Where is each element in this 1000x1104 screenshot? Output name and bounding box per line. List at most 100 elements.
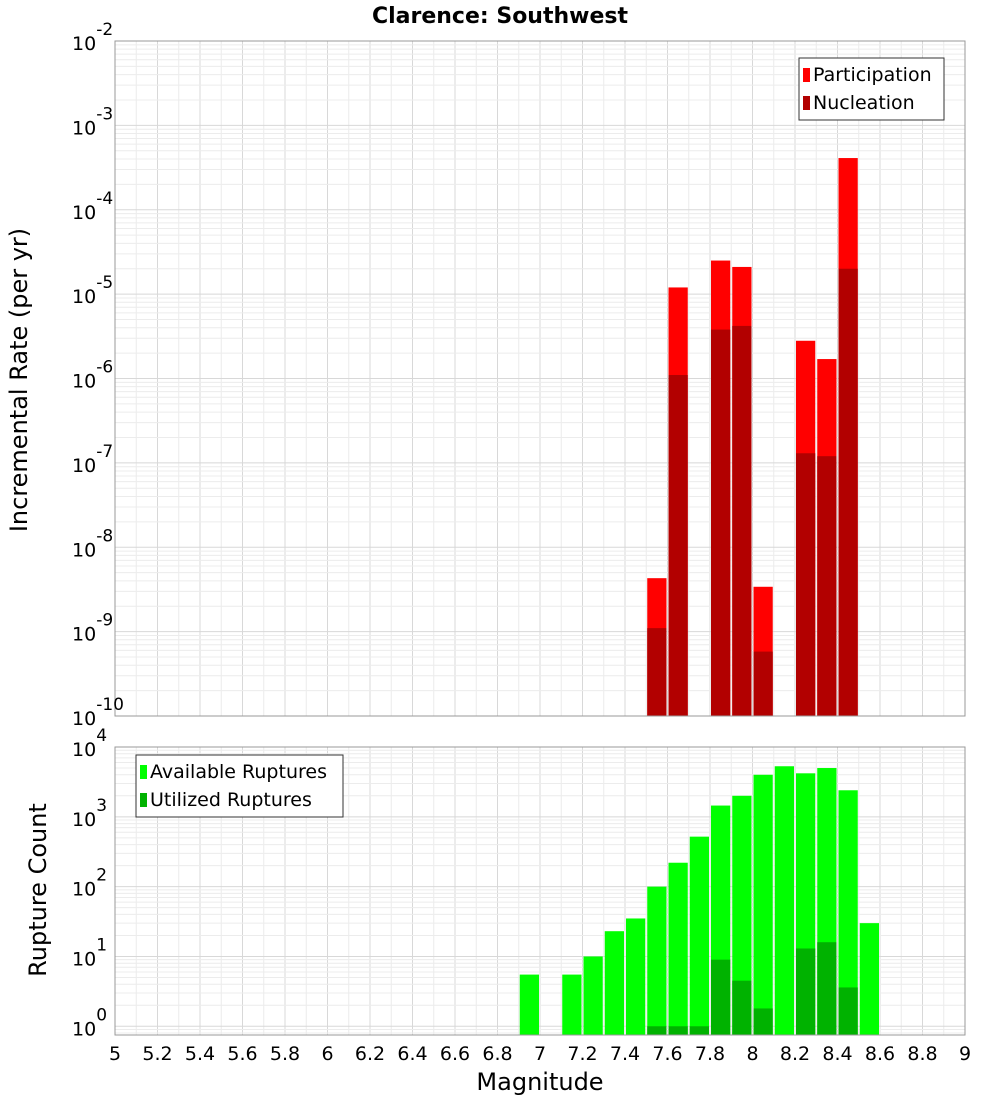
y-tick-exponent: 2 [96, 866, 107, 886]
y-tick-label: 10-5 [72, 273, 113, 308]
bar-available-ruptures [689, 836, 709, 1035]
x-ticks: 5 5.2 5.4 5.6 5.8 6 6.2 6.4 6.6 6.8 7 7.2 7.4 7.6 7.8 8… [109, 1043, 971, 1065]
y-tick-base: 10 [72, 1018, 96, 1040]
x-tick-label: 7 [534, 1043, 546, 1065]
y-tick-label: 104 [72, 726, 107, 761]
y-tick-exponent: 3 [96, 796, 107, 816]
y-tick-base: 10 [72, 455, 96, 477]
bar-nucleation [753, 651, 773, 716]
y-tick-exponent: -3 [96, 104, 113, 124]
y-tick-label: 10-8 [72, 526, 113, 561]
x-tick-label: 8.4 [822, 1043, 852, 1065]
x-tick-label: 5 [109, 1043, 121, 1065]
bar-available-ruptures [626, 918, 646, 1035]
rate-panel: 10-1010-910-810-710-610-510-410-310-2Par… [72, 20, 966, 730]
bottom-y-axis-label: Rupture Count [24, 803, 52, 977]
legend-label: Available Ruptures [150, 761, 327, 783]
x-tick-label: 6 [321, 1043, 333, 1065]
plot-frame [114, 746, 966, 1036]
bar-nucleation [668, 375, 688, 716]
legend: Participation Nucleation [798, 57, 945, 121]
y-tick-label: 10-3 [72, 104, 113, 139]
y-tick-base: 10 [72, 539, 96, 561]
bar-available-ruptures [859, 923, 879, 1035]
x-tick-label: 8.6 [865, 1043, 895, 1065]
bar-nucleation [796, 453, 816, 716]
y-tick-label: 10-6 [72, 358, 113, 393]
bars [519, 766, 879, 1035]
y-tick-exponent: -7 [96, 442, 113, 462]
bar-available-ruptures [519, 974, 539, 1035]
y-tick-exponent: -6 [96, 358, 113, 378]
y-tick-base: 10 [72, 708, 96, 730]
bar-nucleation [732, 325, 752, 716]
x-axis-label: Magnitude [476, 1068, 603, 1096]
legend-swatch [803, 68, 810, 82]
legend-box [798, 57, 945, 121]
x-tick-label: 9 [959, 1043, 971, 1065]
bar-utilized-ruptures [796, 948, 816, 1035]
x-tick-label: 7.6 [652, 1043, 682, 1065]
bar-available-ruptures [647, 886, 667, 1035]
y-tick-base: 10 [72, 624, 96, 646]
y-tick-label: 10-9 [72, 611, 113, 646]
y-tick-base: 10 [72, 202, 96, 224]
x-tick-label: 7.8 [695, 1043, 725, 1065]
y-tick-exponent: -9 [96, 611, 113, 631]
bar-nucleation [817, 456, 837, 716]
legend: Available Ruptures Utilized Ruptures [135, 754, 344, 818]
legend-box [135, 754, 344, 818]
x-tick-label: 8.2 [780, 1043, 810, 1065]
x-tick-label: 6.6 [440, 1043, 470, 1065]
y-tick-label: 102 [72, 866, 107, 901]
bar-nucleation [711, 329, 731, 716]
top-y-axis-label: Incremental Rate (per yr) [5, 228, 33, 532]
y-tick-base: 10 [72, 948, 96, 970]
bar-utilized-ruptures [838, 987, 858, 1035]
y-tick-base: 10 [72, 739, 96, 761]
y-tick-label: 100 [72, 1005, 107, 1040]
legend-label: Nucleation [813, 92, 915, 114]
x-tick-label: 6.4 [397, 1043, 427, 1065]
y-tick-exponent: -5 [96, 273, 113, 293]
x-tick-label: 5.6 [227, 1043, 257, 1065]
x-tick-label: 7.4 [610, 1043, 640, 1065]
y-tick-label: 10-10 [72, 695, 124, 730]
x-tick-label: 5.8 [270, 1043, 300, 1065]
y-tick-exponent: -4 [96, 189, 113, 209]
y-tick-exponent: -8 [96, 526, 113, 546]
bar-utilized-ruptures [668, 1026, 688, 1035]
bar-available-ruptures [732, 795, 752, 1035]
bar-utilized-ruptures [753, 1008, 773, 1035]
bar-nucleation [647, 628, 667, 716]
bar-available-ruptures [583, 956, 603, 1035]
bar-available-ruptures [668, 862, 688, 1035]
x-tick-label: 5.2 [142, 1043, 172, 1065]
x-tick-label: 6.8 [482, 1043, 512, 1065]
legend-swatch [803, 96, 810, 110]
y-tick-base: 10 [72, 286, 96, 308]
bar-utilized-ruptures [647, 1026, 667, 1035]
bar-available-ruptures [753, 774, 773, 1035]
y-tick-base: 10 [72, 33, 96, 55]
y-tick-base: 10 [72, 117, 96, 139]
y-tick-label: 10-7 [72, 442, 113, 477]
plot-frame [114, 40, 966, 717]
x-tick-label: 5.4 [185, 1043, 215, 1065]
y-tick-exponent: 4 [96, 726, 107, 746]
chart-title: Clarence: Southwest [372, 4, 629, 29]
legend-label: Participation [813, 64, 932, 86]
y-tick-base: 10 [72, 809, 96, 831]
y-tick-base: 10 [72, 879, 96, 901]
bar-utilized-ruptures [732, 980, 752, 1035]
bar-available-ruptures [562, 974, 582, 1035]
bars [647, 158, 858, 716]
y-tick-exponent: 0 [96, 1005, 107, 1025]
legend-label: Utilized Ruptures [150, 789, 312, 811]
y-tick-exponent: -10 [96, 695, 124, 715]
